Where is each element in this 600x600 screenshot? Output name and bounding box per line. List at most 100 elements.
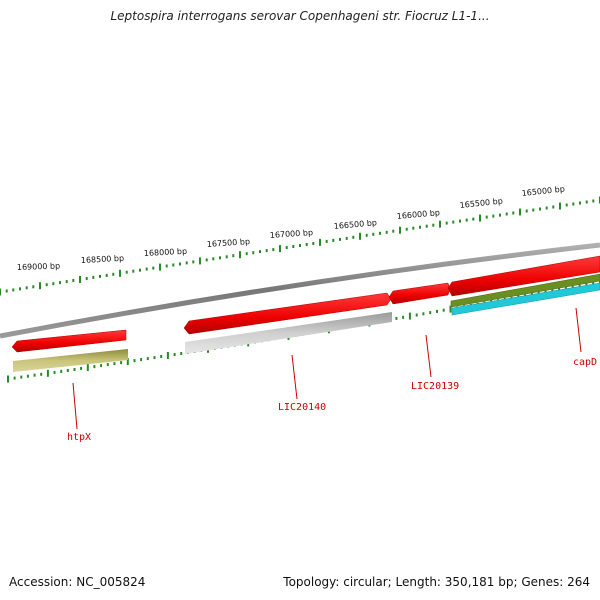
outer-scale-tick bbox=[592, 199, 595, 203]
outer-scale-tick bbox=[332, 238, 335, 242]
outer-scale-tick bbox=[205, 258, 208, 262]
outer-scale-tick bbox=[365, 233, 368, 237]
inner-scale-tick bbox=[60, 369, 63, 373]
outer-scale-tick bbox=[25, 286, 28, 290]
outer-scale-tick bbox=[32, 285, 35, 289]
outer-scale-tick bbox=[165, 264, 168, 268]
capD-cds[interactable] bbox=[447, 255, 600, 297]
outer-scale-tick bbox=[145, 267, 148, 271]
scale-label: 169000 bp bbox=[17, 261, 61, 272]
outer-scale-tick bbox=[312, 242, 315, 245]
outer-scale-tick bbox=[292, 245, 295, 248]
outer-scale-tick bbox=[72, 279, 75, 282]
inner-scale-tick bbox=[408, 312, 411, 320]
outer-scale-tick bbox=[432, 223, 435, 227]
inner-scale-tick bbox=[180, 352, 183, 355]
genome-summary: Topology: circular; Length: 350,181 bp; … bbox=[283, 575, 590, 589]
htpX-feature[interactable] bbox=[13, 349, 128, 372]
outer-scale-tick bbox=[439, 220, 441, 228]
outer-scale-tick bbox=[279, 245, 281, 253]
outer-scale-tick bbox=[465, 218, 468, 222]
outer-scale-tick bbox=[112, 272, 115, 276]
inner-scale-tick bbox=[66, 369, 69, 372]
outer-scale-tick bbox=[199, 257, 201, 265]
LIC20139-cds[interactable] bbox=[388, 282, 451, 305]
outer-scale-tick bbox=[185, 261, 188, 265]
outer-scale-tick bbox=[139, 268, 141, 272]
scale-label: 165500 bp bbox=[459, 197, 503, 210]
outer-scale-tick bbox=[52, 282, 55, 286]
LIC20140-leader bbox=[291, 354, 298, 400]
outer-scale-tick bbox=[132, 269, 135, 273]
cds-track bbox=[11, 255, 600, 353]
outer-scale-tick bbox=[0, 288, 1, 296]
gene-labels: htpX LIC20140 LIC20139 capD bbox=[67, 357, 597, 443]
gene-label-LIC20139[interactable]: LIC20139 bbox=[411, 381, 459, 392]
inner-scale-tick bbox=[422, 312, 425, 316]
outer-scale-tick bbox=[452, 220, 455, 224]
leader-lines bbox=[72, 307, 582, 430]
htpX-cds[interactable] bbox=[11, 329, 127, 353]
outer-scale-tick bbox=[545, 206, 548, 210]
outer-scale-tick bbox=[192, 260, 195, 264]
gene-label-htpX[interactable]: htpX bbox=[67, 432, 91, 443]
inner-scale-tick bbox=[7, 375, 9, 383]
inner-scale-tick bbox=[120, 361, 123, 365]
scale-label: 168500 bp bbox=[81, 254, 125, 265]
inner-scale-tick bbox=[100, 364, 103, 368]
outer-scale-tick bbox=[572, 202, 575, 206]
outer-scale-tick bbox=[12, 288, 15, 292]
inner-scale-tick bbox=[429, 311, 432, 315]
outer-scale-tick bbox=[119, 269, 121, 277]
outer-scale-tick bbox=[39, 282, 41, 290]
map-title: Leptospira interrogans serovar Copenhage… bbox=[110, 9, 490, 23]
outer-scale-tick bbox=[499, 213, 501, 217]
outer-scale-tick bbox=[252, 251, 255, 255]
outer-scale bbox=[0, 196, 600, 296]
genome-backbone bbox=[0, 242, 600, 339]
scale-label: 166000 bp bbox=[396, 208, 440, 221]
outer-scale-tick bbox=[352, 235, 355, 239]
LIC20139-leader bbox=[425, 334, 432, 378]
outer-scale-tick bbox=[479, 214, 481, 222]
scale-label: 166500 bp bbox=[333, 218, 377, 231]
inner-scale-tick bbox=[578, 284, 581, 288]
outer-scale-tick bbox=[412, 226, 415, 230]
gene-label-capD[interactable]: capD bbox=[573, 357, 597, 368]
outer-scale-tick bbox=[405, 227, 408, 231]
outer-scale-tick bbox=[445, 221, 448, 225]
outer-scale-tick bbox=[159, 263, 161, 271]
gene-label-LIC20140[interactable]: LIC20140 bbox=[278, 402, 326, 413]
inner-scale-tick bbox=[449, 305, 452, 313]
scale-label: 168000 bp bbox=[144, 247, 188, 258]
outer-scale-tick bbox=[125, 270, 128, 274]
outer-scale-tick bbox=[399, 226, 401, 234]
outer-scale-tick bbox=[345, 236, 348, 240]
outer-scale-tick bbox=[45, 283, 48, 287]
outer-scale-tick bbox=[245, 252, 248, 256]
outer-scale-tick bbox=[152, 266, 155, 270]
LIC20140-feature[interactable] bbox=[185, 312, 392, 354]
outer-scale-tick bbox=[19, 287, 21, 291]
inner-scale-tick bbox=[40, 372, 43, 376]
capD-feature-cyan[interactable] bbox=[451, 282, 600, 316]
outer-scale-tick bbox=[539, 207, 541, 211]
outer-scale-tick bbox=[265, 249, 268, 253]
inner-scale-tick bbox=[73, 368, 76, 371]
outer-scale-tick bbox=[85, 277, 88, 280]
outer-scale-tick bbox=[99, 274, 101, 278]
outer-scale-tick bbox=[425, 224, 428, 228]
capD-feature-green[interactable] bbox=[450, 273, 600, 308]
outer-scale-tick bbox=[359, 232, 361, 240]
outer-scale-tick bbox=[372, 232, 375, 236]
inner-scale-tick bbox=[585, 283, 588, 286]
outer-scale-tick bbox=[239, 251, 241, 259]
outer-scale-tick bbox=[105, 273, 108, 277]
outer-scale-tick bbox=[552, 205, 555, 209]
inner-scale-tick bbox=[80, 367, 83, 370]
outer-scale-tick bbox=[525, 209, 528, 213]
outer-scale-tick bbox=[319, 238, 321, 246]
inner-scale-tick bbox=[13, 376, 16, 380]
outer-scale-tick bbox=[505, 212, 508, 216]
